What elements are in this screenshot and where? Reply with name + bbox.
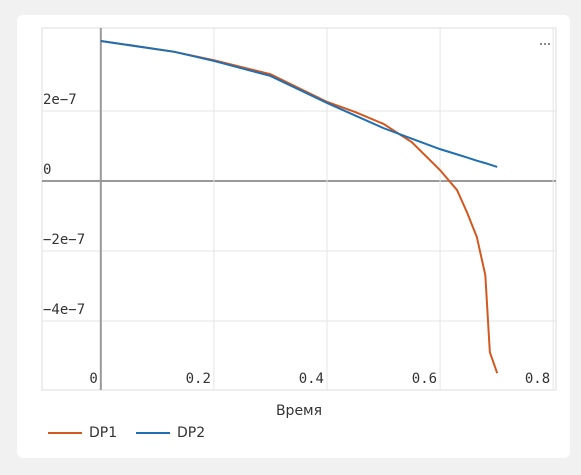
menu-icon[interactable] [540, 43, 550, 45]
x-tick-label: 0.6 [412, 371, 437, 387]
y-tick-label: −2e−7 [43, 232, 85, 248]
legend-label: DP2 [177, 425, 205, 441]
y-tick-label: 2e−7 [43, 92, 77, 108]
series-line [100, 39, 498, 168]
legend-item: DP2 [136, 425, 205, 441]
x-axis-label: Время [276, 403, 322, 419]
legend-item: DP1 [48, 425, 117, 441]
y-tick-label: 0 [43, 162, 51, 178]
plot-frame [41, 27, 557, 391]
x-tick-label: 0.2 [186, 371, 211, 387]
y-tick-label: −4e−7 [43, 302, 85, 318]
series-line [100, 39, 499, 374]
legend-label: DP1 [89, 425, 117, 441]
x-tick-label: 0 [89, 371, 97, 387]
x-tick-label: 0.8 [525, 371, 550, 387]
card [17, 15, 570, 458]
x-tick-label: 0.4 [299, 371, 324, 387]
